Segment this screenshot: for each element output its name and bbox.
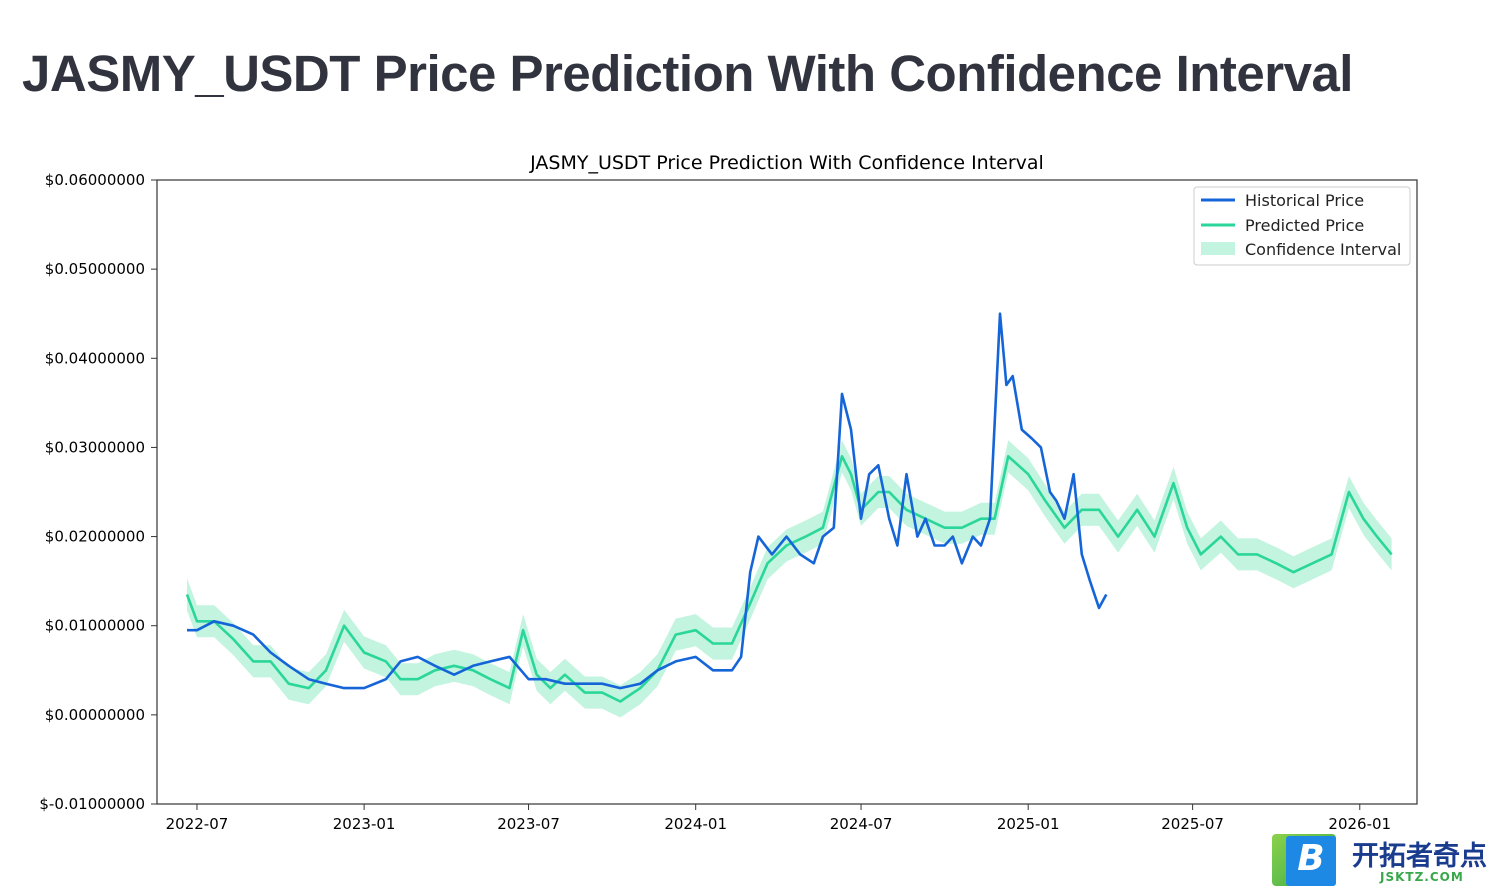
chart-title: JASMY_USDT Price Prediction With Confide… [529, 152, 1044, 174]
y-tick-label: $0.01000000 [45, 617, 145, 635]
plot-area [185, 312, 1393, 718]
legend-label-historical: Historical Price [1245, 191, 1364, 210]
x-tick-label: 2022-07 [166, 815, 229, 830]
legend-swatch-confidence [1201, 242, 1235, 255]
legend-label-predicted: Predicted Price [1245, 216, 1364, 235]
x-axis: 2022-07 2023-01 2023-07 2024-01 2024-07 2025-… [166, 804, 1391, 830]
x-tick-label: 2024-07 [830, 815, 893, 830]
y-tick-label: $0.04000000 [45, 349, 145, 367]
series-line-historical [187, 312, 1108, 690]
x-tick-label: 2025-01 [997, 815, 1060, 830]
confidence-band [187, 440, 1392, 718]
legend-label-confidence: Confidence Interval [1245, 240, 1401, 259]
x-tick-label: 2024-01 [664, 815, 727, 830]
y-tick-label: $0.03000000 [45, 438, 145, 456]
x-tick-label: 2023-07 [497, 815, 560, 830]
x-tick-label: 2023-01 [333, 815, 396, 830]
y-tick-label: $-0.01000000 [39, 795, 145, 813]
price-prediction-chart: JASMY_USDT Price Prediction With Confide… [39, 152, 1418, 830]
watermark-brand: 开拓者奇点 [1352, 841, 1487, 872]
series-line-predicted [185, 454, 1393, 703]
watermark-badge-letter: B [1286, 836, 1336, 886]
y-axis: $-0.01000000 $0.00000000 $0.01000000 $0.020… [39, 171, 157, 813]
y-tick-label: $0.02000000 [45, 528, 145, 546]
y-tick-label: $0.06000000 [45, 171, 145, 189]
legend-box [1193, 186, 1411, 266]
x-tick-label: 2025-07 [1161, 815, 1224, 830]
y-tick-label: $0.05000000 [45, 260, 145, 278]
watermark-domain: JSKTZ.COM [1380, 870, 1464, 884]
plot-frame [156, 179, 1418, 805]
watermark-logo: B 开拓者奇点 JSKTZ.COM [1270, 832, 1510, 888]
page-title: JASMY_USDT Price Prediction With Confide… [22, 45, 1353, 102]
x-tick-label: 2026-01 [1328, 815, 1391, 830]
legend: Historical Price Predicted Price Confide… [1193, 186, 1411, 266]
y-tick-label: $0.00000000 [45, 706, 145, 724]
